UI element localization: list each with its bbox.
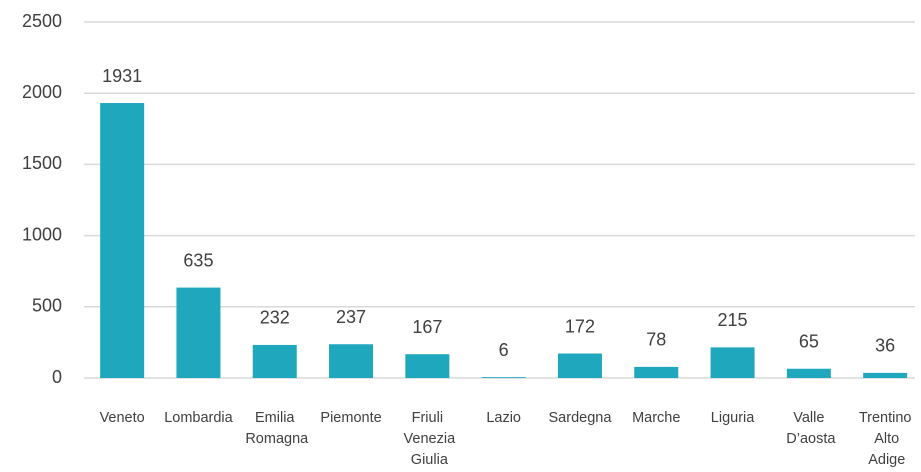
data-label: 237 [336, 307, 366, 327]
bar [405, 354, 450, 378]
x-tick-label: Veneto [100, 410, 145, 426]
data-label: 78 [646, 330, 666, 350]
y-tick-label: 1000 [22, 224, 62, 244]
data-label: 36 [875, 336, 895, 356]
bar [481, 377, 526, 378]
y-tick-label: 0 [52, 367, 62, 387]
bar [176, 287, 221, 378]
y-tick-label: 1500 [22, 153, 62, 173]
x-tick-label: Emilia Romagna [241, 410, 309, 447]
data-label: 65 [799, 331, 819, 351]
bar [252, 344, 297, 378]
x-tick-label: Trentino Alto Adige [859, 410, 912, 468]
x-tick-label: Liguria [711, 410, 755, 426]
bar [634, 366, 679, 378]
data-label: 635 [183, 250, 213, 270]
y-tick-label: 500 [32, 296, 62, 316]
bar [786, 368, 831, 378]
bar [710, 347, 755, 378]
data-label: 167 [412, 317, 442, 337]
bar [329, 344, 374, 378]
x-tick-label: Lombardia [164, 410, 233, 426]
x-tick-label: Marche [632, 410, 680, 426]
data-label: 215 [718, 310, 748, 330]
bar [863, 372, 908, 378]
x-tick-label: Friuli Venezia Giulia [400, 410, 457, 468]
data-label: 6 [499, 340, 509, 360]
x-tick-label: Valle D’aosta [782, 410, 836, 447]
x-tick-label: Piemonte [320, 410, 381, 426]
data-label: 1931 [102, 66, 142, 86]
x-tick-label: Sardegna [549, 410, 613, 426]
y-tick-label: 2500 [22, 11, 62, 31]
x-tick-label: Lazio [486, 410, 521, 426]
y-tick-label: 2000 [22, 82, 62, 102]
bar [557, 353, 602, 378]
data-label: 172 [565, 316, 595, 336]
bar [100, 103, 145, 378]
data-label: 232 [260, 308, 290, 328]
